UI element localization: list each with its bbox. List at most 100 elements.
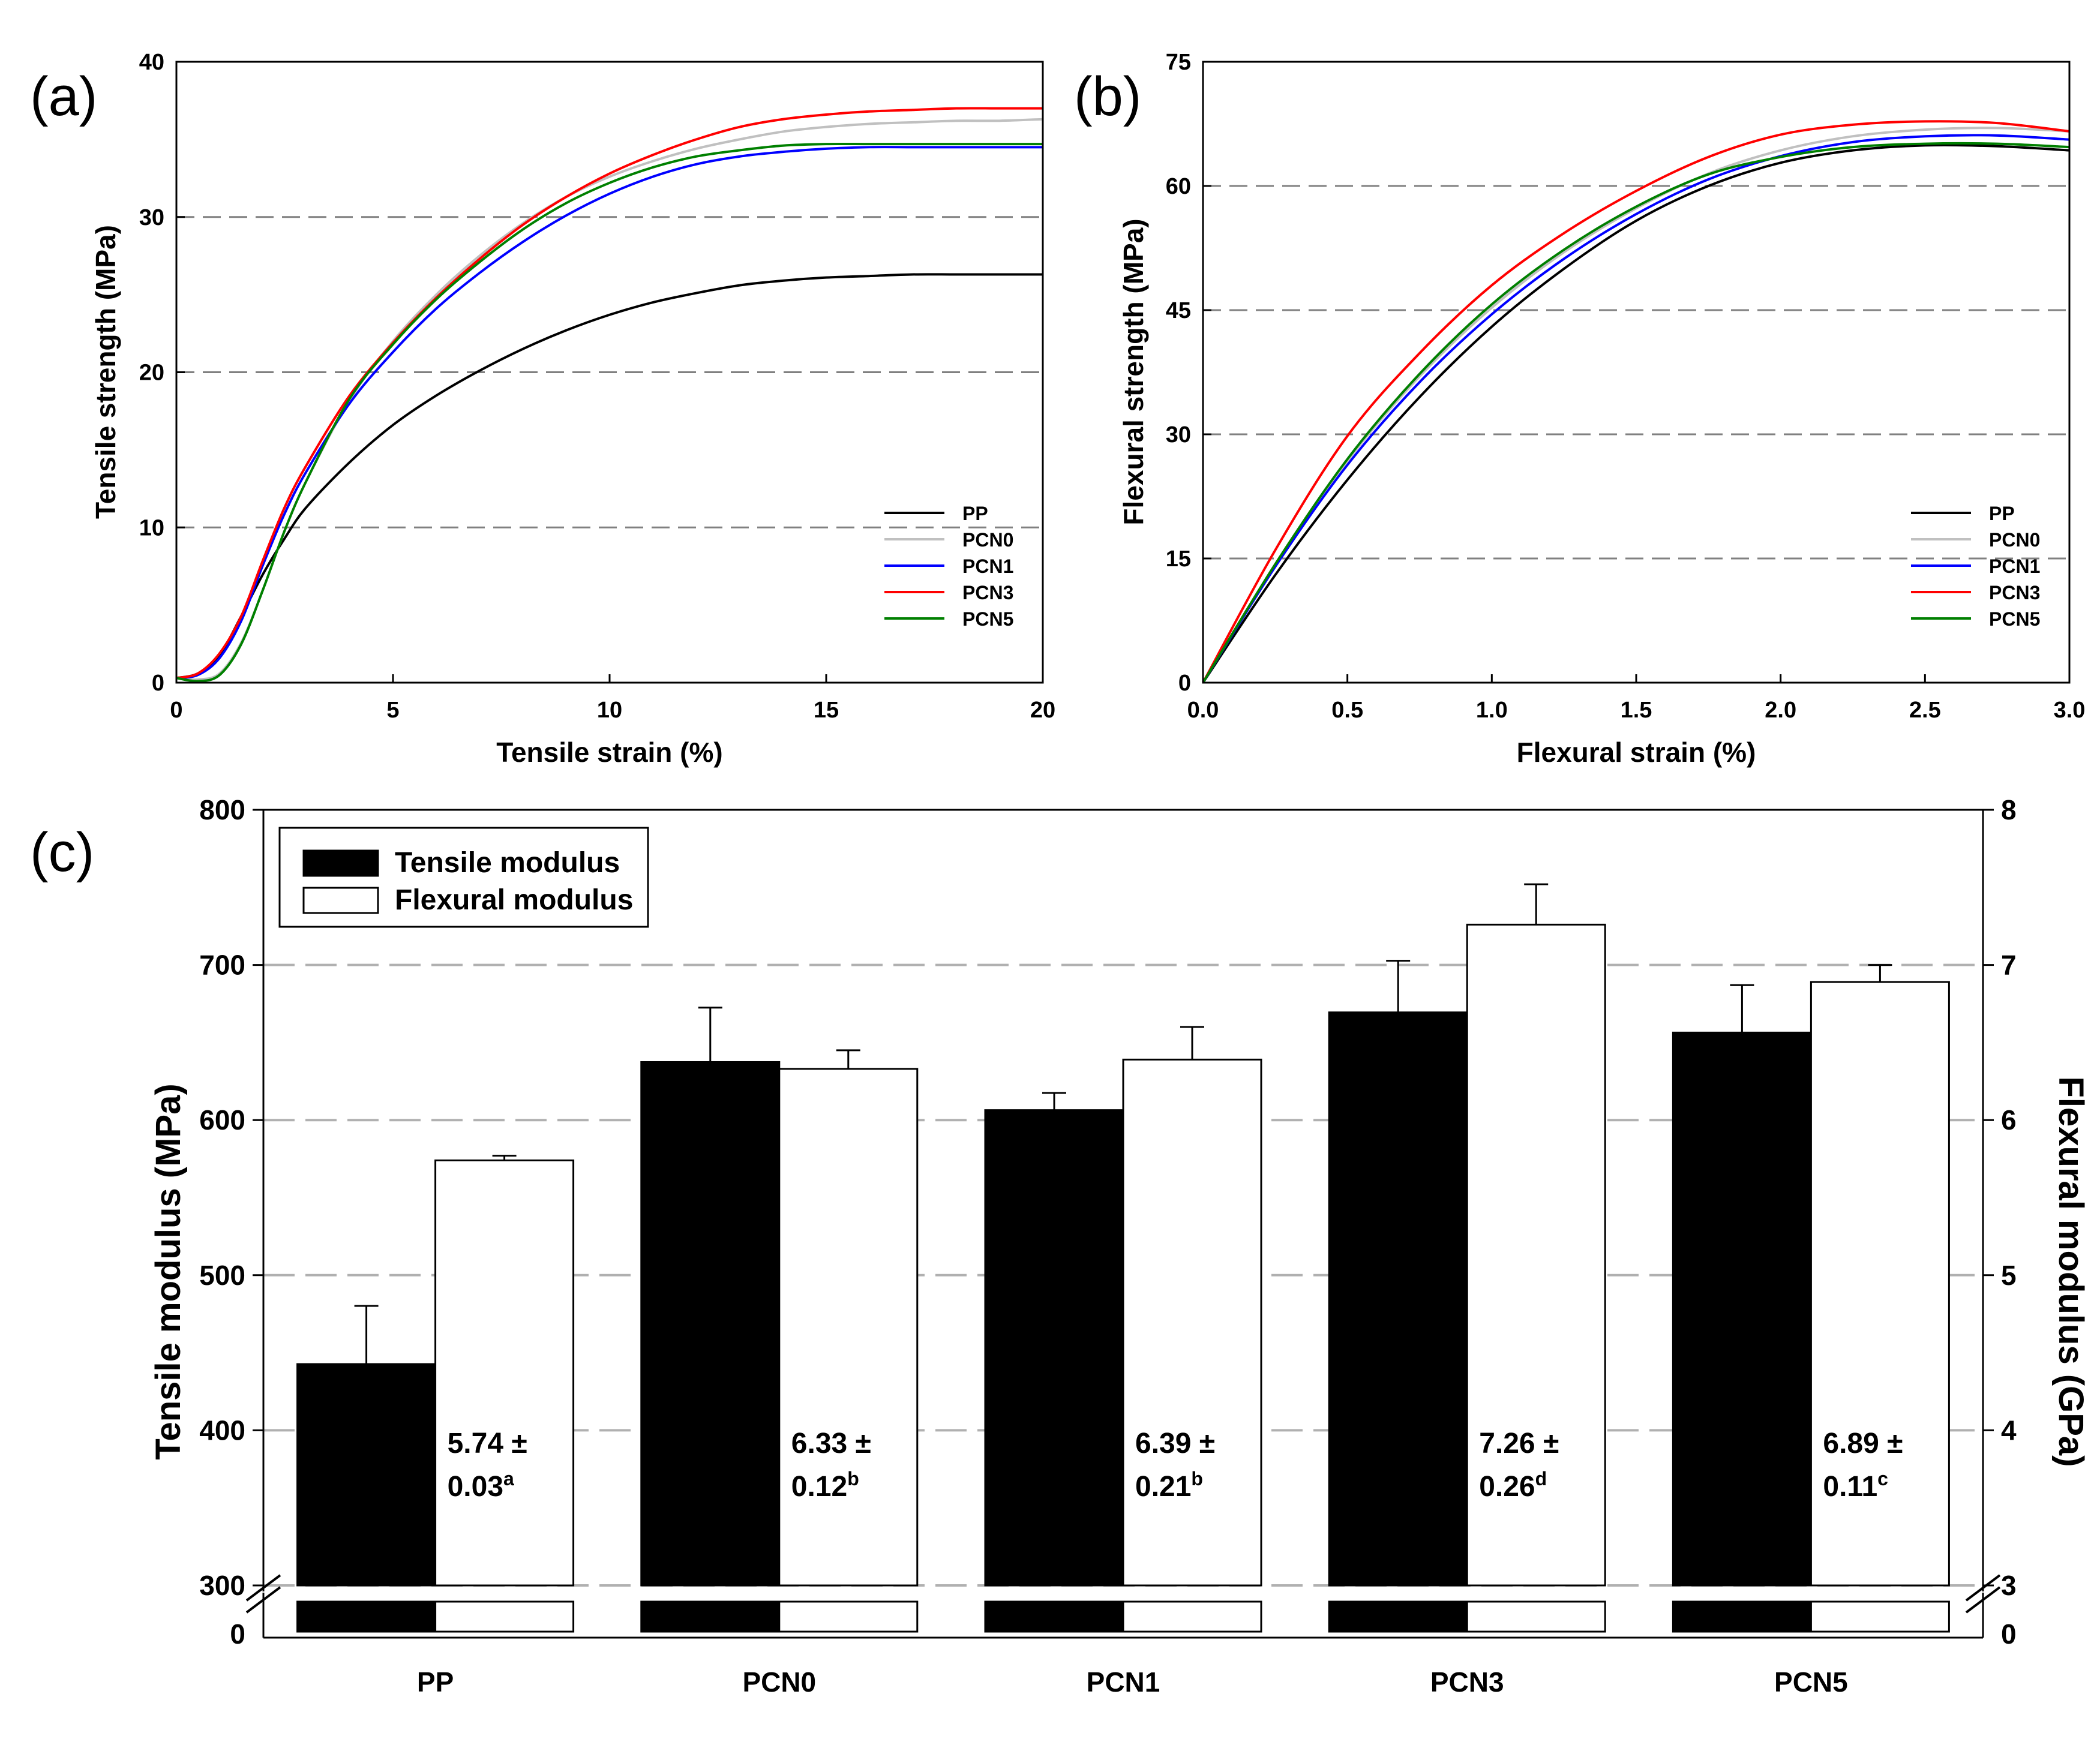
panel-c-category-label-pp: PP <box>417 1666 454 1698</box>
panel-c-category-label-pcn1: PCN1 <box>1087 1666 1160 1698</box>
flexural-error-value-pcn0: 0.12b <box>791 1468 859 1503</box>
panel-a-x-tick-label-4: 20 <box>1030 698 1055 723</box>
panel-a-y-axis-title: Tensile strength (MPa) <box>90 225 121 519</box>
flexural-significance-letter-pcn0: b <box>847 1468 859 1489</box>
panel-a-ticks: 0 5 10 15 20 0 10 20 30 40 <box>139 50 1055 723</box>
flexural-bar-stub-pcn0 <box>778 1600 919 1633</box>
panel-b-x-axis-title: Flexural strain (%) <box>1517 737 1756 768</box>
tensile-error-value-pp: 37.5a <box>310 1468 376 1503</box>
panel-c-left-tick-label-3: 600 <box>199 1104 245 1136</box>
panel-b-y-tick-label-3: 45 <box>1166 298 1191 323</box>
panel-c-left-tick-label-4: 700 <box>199 950 245 981</box>
flexural-error-number-pcn1: 0.21 <box>1135 1471 1191 1503</box>
flexural-error-number-pp: 0.03 <box>448 1471 503 1503</box>
panel-c-axis-break-right-lower <box>1965 1586 2001 1614</box>
tensile-bar-pp <box>296 1363 437 1587</box>
panel-c-left-tick-label-2: 500 <box>199 1260 245 1291</box>
flexural-significance-letter-pcn1: b <box>1191 1468 1203 1489</box>
flexural-bar-stub-pcn1 <box>1122 1600 1262 1633</box>
panel-c-legend-swatch-0 <box>302 849 379 877</box>
panel-c-category-label-pcn0: PCN0 <box>742 1666 816 1698</box>
flexural-significance-letter-pp: a <box>503 1468 514 1489</box>
panel-a-legend-label-pp: PP <box>962 503 988 524</box>
tensile-bar-stub-pcn5 <box>1672 1600 1812 1633</box>
panel-a-x-tick-label-3: 15 <box>814 698 839 723</box>
flexural-value-pcn3: 7.26 ± <box>1479 1428 1559 1459</box>
tensile-significance-letter-pcn5: bc <box>1741 1468 1763 1489</box>
panel-a-gridlines <box>176 216 1043 528</box>
tensile-error-number-pcn0: 35.1 <box>653 1471 709 1503</box>
flexural-bar-stub-pcn5 <box>1810 1600 1950 1633</box>
flexural-value-pcn0: 6.33 ± <box>791 1428 871 1459</box>
panel-b-gridlines <box>1203 185 2069 560</box>
panel-b-legend-label-pcn5: PCN5 <box>1989 608 2040 630</box>
panel-a-x-tick-label-2: 10 <box>597 698 622 723</box>
flexural-bar-stub-pp <box>434 1600 575 1633</box>
panel-b-plot-frame <box>1202 61 2071 684</box>
tensile-significance-letter-pcn3: c <box>1397 1468 1408 1489</box>
panel-a-x-tick-label-1: 5 <box>386 698 399 723</box>
panel-b-legend-label-pcn3: PCN3 <box>1989 582 2040 603</box>
tensile-significance-letter-pcn1: b <box>1052 1468 1064 1489</box>
flexural-bar-pcn3 <box>1466 923 1606 1587</box>
panel-c-right-tick-label-0: 3 <box>2001 1570 2017 1601</box>
flexural-value-pcn5: 6.89 ± <box>1823 1428 1903 1459</box>
panel-b-x-tick-label-0: 0.0 <box>1187 698 1219 723</box>
panel-a-y-tick-label-2: 20 <box>139 361 164 386</box>
panel-b-y-tick-label-2: 30 <box>1166 422 1191 447</box>
panel-c-right-tick-label-4: 7 <box>2001 950 2017 981</box>
panel-b: (b) 0.0 0.5 1.0 1.5 2.0 2.5 3.0 0 15 30 45 60 75 Fle… <box>1074 50 2085 768</box>
tensile-error-value-pcn0: 35.1bc <box>653 1468 732 1503</box>
tensile-error-number-pcn1: 11.1 <box>997 1471 1052 1503</box>
panel-b-series-pcn5 <box>1202 142 2070 684</box>
flexural-error-value-pp: 0.03a <box>448 1468 514 1503</box>
panel-b-y-tick-label-1: 15 <box>1166 546 1191 572</box>
flexural-error-number-pcn5: 0.11 <box>1823 1471 1877 1503</box>
flexural-error-value-pcn1: 0.21b <box>1135 1468 1203 1503</box>
tensile-error-value-pcn5: 30.6bc <box>1685 1468 1763 1503</box>
panel-a-series-pp <box>176 273 1043 680</box>
panel-b-x-tick-label-3: 1.5 <box>1621 698 1652 723</box>
panel-a-series-pcn3 <box>176 107 1043 680</box>
panel-b-ticks: 0.0 0.5 1.0 1.5 2.0 2.5 3.0 0 15 30 45 60 75 <box>1166 50 2086 723</box>
panel-c-right-tick-label-3: 6 <box>2001 1104 2017 1136</box>
panel-a-x-axis-title: Tensile strain (%) <box>496 737 722 768</box>
panel-a-legend-label-pcn3: PCN3 <box>962 582 1013 603</box>
panel-c-left-zero-label: 0 <box>230 1618 245 1650</box>
panel-b-series-pcn0 <box>1202 127 2070 684</box>
panel-c-axis-break-left-lower <box>245 1586 281 1614</box>
panel-a-series <box>176 107 1043 683</box>
panel-a-x-tick-label-0: 0 <box>170 698 182 723</box>
panel-b-legend-label-pcn0: PCN0 <box>1989 529 2040 551</box>
tensile-error-value-pcn1: 11.1b <box>997 1468 1063 1503</box>
flexural-bar-pp <box>434 1159 575 1587</box>
flexural-error-value-pcn5: 0.11c <box>1823 1468 1888 1503</box>
panel-a-y-tick-label-4: 40 <box>139 50 164 75</box>
tensile-error-value-pcn3: 33.3c <box>1341 1468 1408 1503</box>
tensile-value-pcn1: 606.4 ± <box>997 1428 1093 1459</box>
flexural-error-value-pcn3: 0.26d <box>1479 1468 1547 1503</box>
tensile-bar-stub-pcn0 <box>640 1600 781 1633</box>
panel-a-legend-label-pcn1: PCN1 <box>962 555 1013 577</box>
panel-b-label: (b) <box>1074 66 1141 127</box>
panel-c-right-tick-label-1: 4 <box>2001 1414 2017 1446</box>
panel-a-label: (a) <box>30 66 97 127</box>
panel-b-series-pp <box>1202 143 2070 684</box>
flexural-bar-pcn5 <box>1810 981 1950 1587</box>
panel-c-legend: Tensile modulus Flexural modulus <box>278 827 649 928</box>
panel-b-legend-label-pp: PP <box>1989 503 2015 524</box>
flexural-bar-pcn0 <box>778 1068 919 1587</box>
flexural-value-pp: 5.74 ± <box>448 1428 527 1459</box>
flexural-error-number-pcn3: 0.26 <box>1479 1471 1535 1503</box>
panel-c-legend-label-1: Flexural modulus <box>395 884 633 916</box>
panel-b-x-tick-label-5: 2.5 <box>1909 698 1941 723</box>
panel-a-series-pcn0 <box>176 118 1043 681</box>
panel-b-y-tick-label-0: 0 <box>1178 671 1191 696</box>
panel-b-x-tick-label-6: 3.0 <box>2054 698 2086 723</box>
panel-c-right-tick-label-5: 8 <box>2001 794 2017 825</box>
panel-c-axis-break-right-upper <box>1965 1574 2001 1602</box>
panel-b-y-axis-title: Flexural strength (MPa) <box>1118 218 1149 525</box>
panel-b-x-tick-label-2: 1.0 <box>1476 698 1508 723</box>
